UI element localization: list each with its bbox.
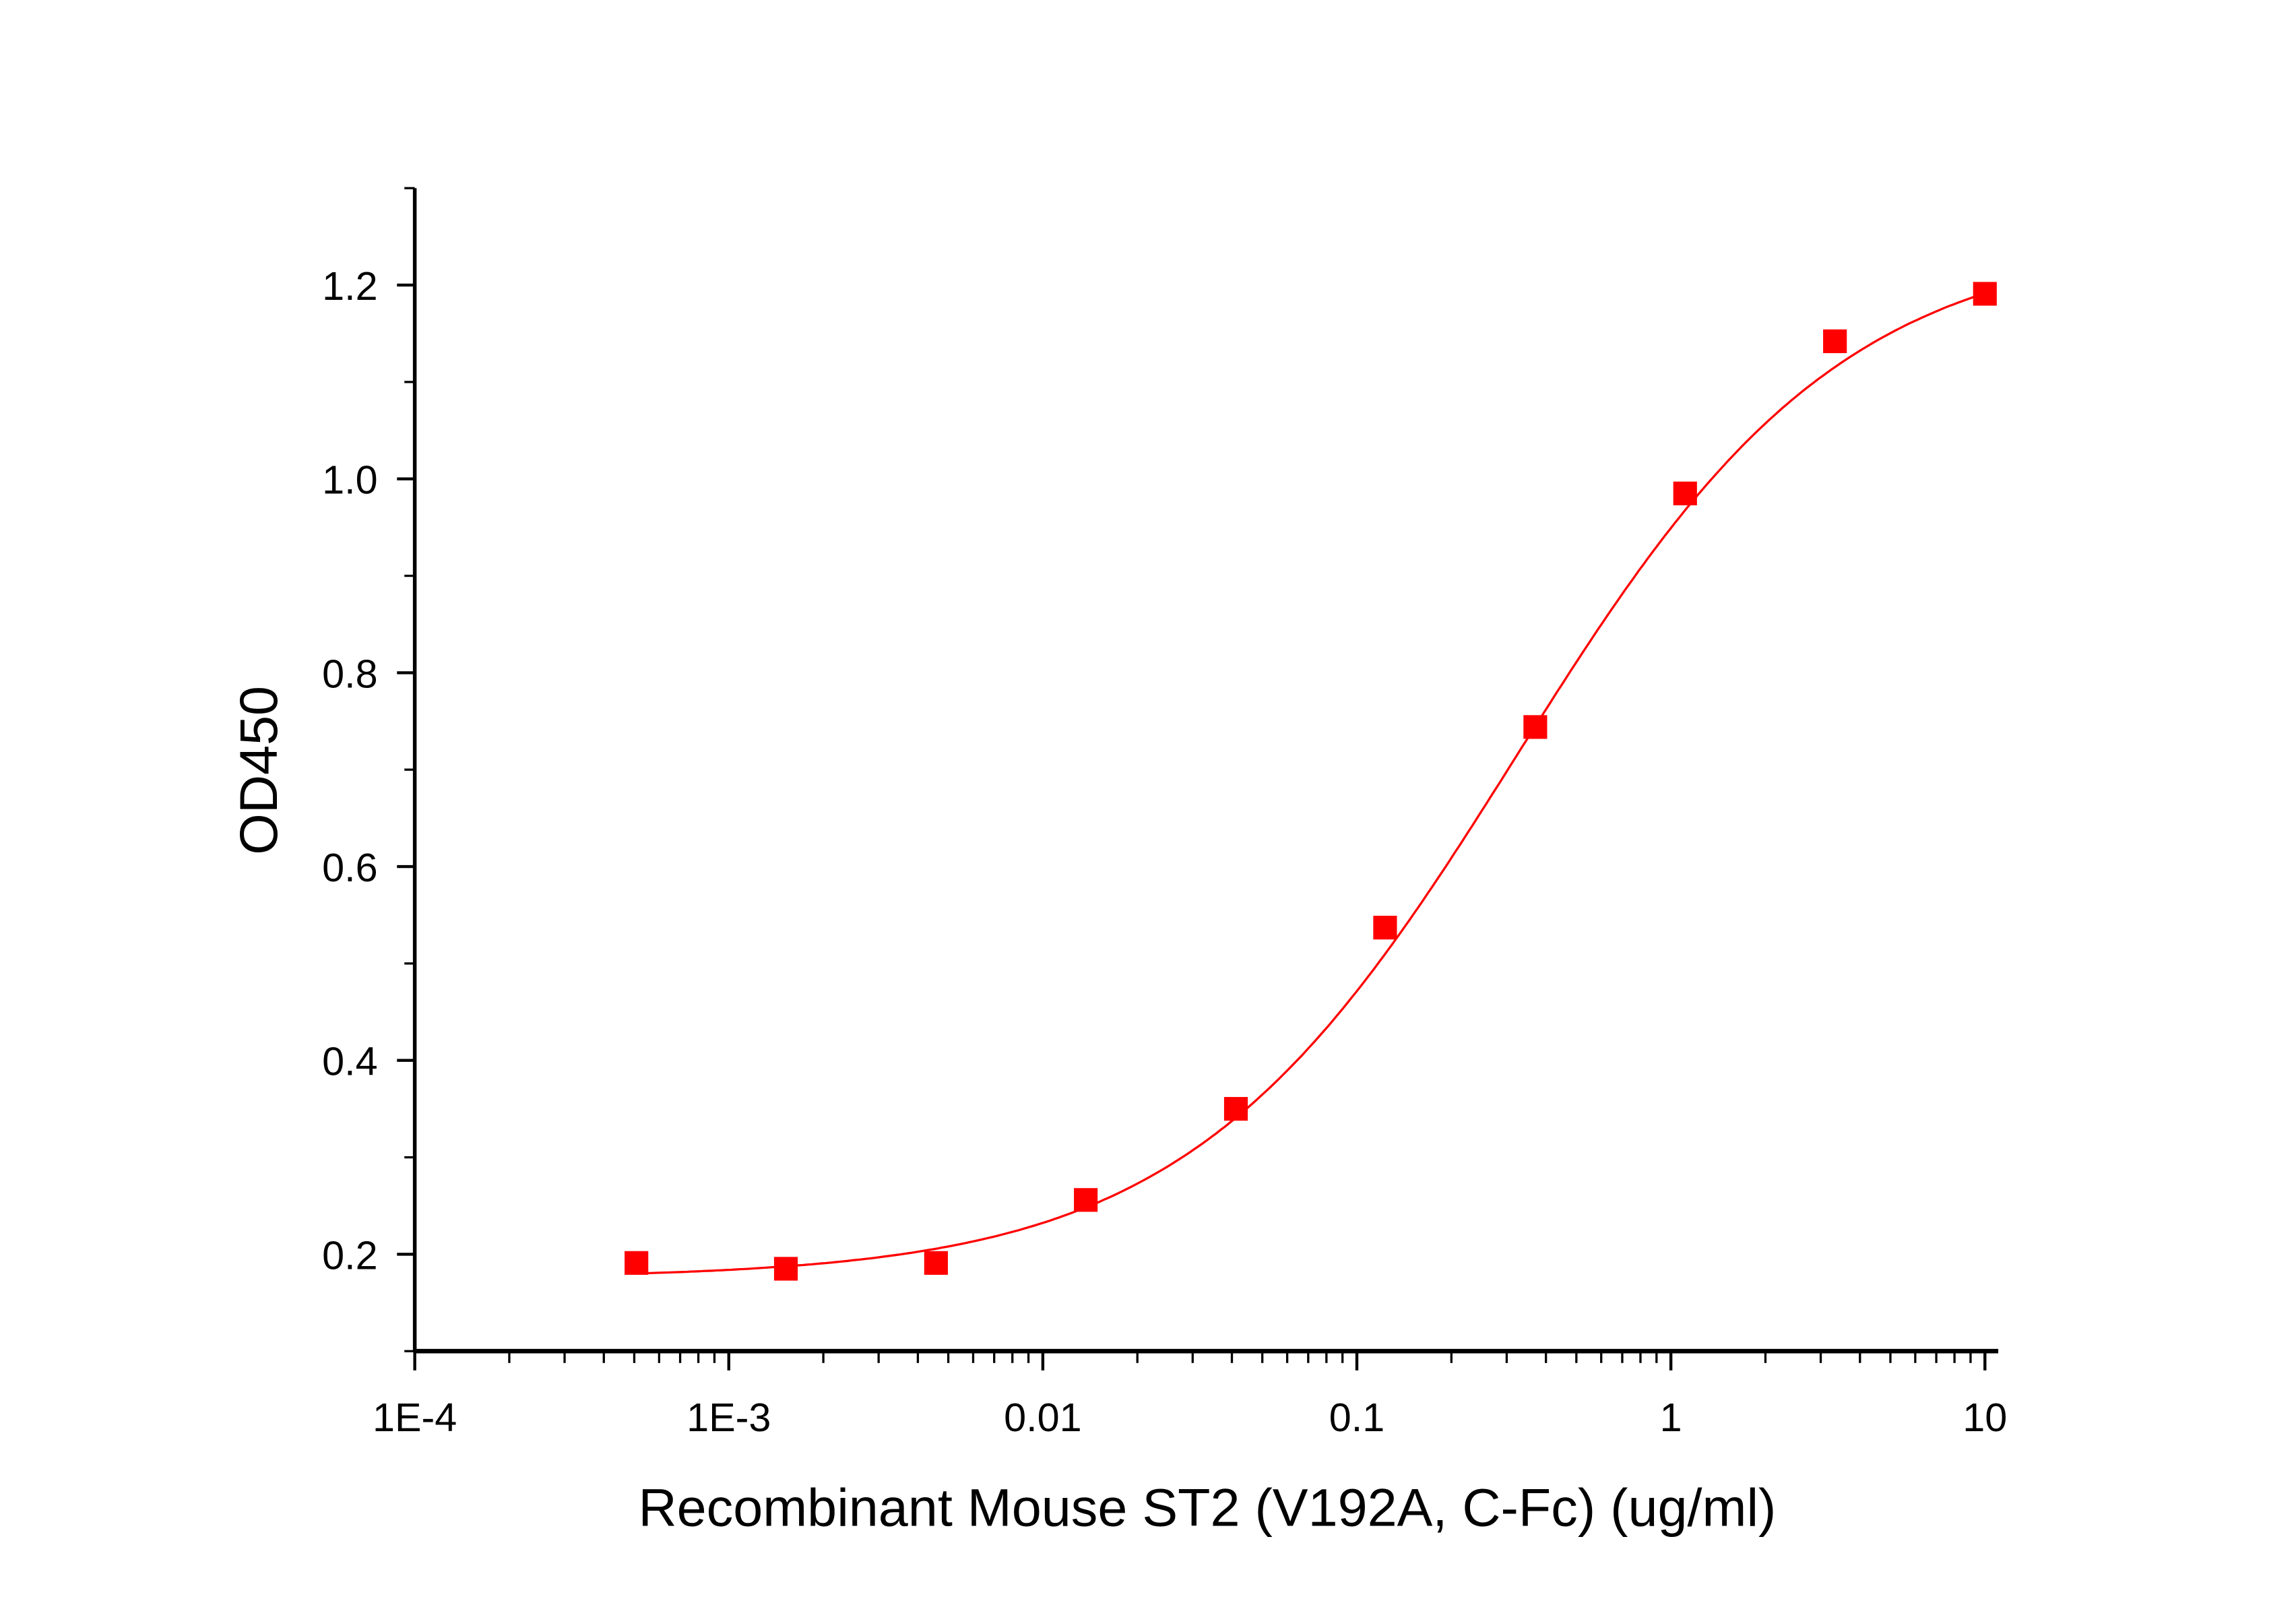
x-tick-label: 1E-3 <box>687 1395 771 1440</box>
data-point <box>1823 329 1847 354</box>
x-tick-label: 0.01 <box>1004 1395 1082 1440</box>
x-tick-label: 10 <box>1963 1395 2007 1440</box>
y-tick-label: 0.8 <box>322 651 378 696</box>
y-tick-label: 0.4 <box>322 1039 378 1084</box>
y-tick-label: 1.2 <box>322 263 378 309</box>
x-tick-label: 0.1 <box>1329 1395 1385 1440</box>
axes <box>397 187 1999 1371</box>
x-axis-label: Recombinant Mouse ST2 (V192A, C-Fc) (ug/… <box>639 1478 1777 1538</box>
fit-curve <box>636 292 1985 1275</box>
data-point <box>1523 715 1548 739</box>
x-tick-label: 1 <box>1660 1395 1682 1440</box>
data-point <box>924 1251 948 1275</box>
x-tick-label: 1E-4 <box>373 1395 457 1440</box>
data-point <box>625 1251 649 1275</box>
y-tick-label: 0.2 <box>322 1232 378 1278</box>
data-point <box>1973 282 1997 306</box>
y-axis-label: OD450 <box>228 686 288 855</box>
tick-labels: 1E-4 1E-3 0.01 0.1 1 10 0.2 0.4 0.6 0.8 1.0 1.2 <box>322 263 2007 1440</box>
data-point <box>1373 916 1397 940</box>
data-points <box>625 282 1997 1281</box>
data-point <box>1074 1188 1098 1212</box>
data-point <box>1223 1097 1248 1121</box>
y-tick-label: 1.0 <box>322 458 378 503</box>
y-tick-label: 0.6 <box>322 845 378 890</box>
data-point <box>1673 481 1697 505</box>
data-point <box>773 1257 798 1281</box>
